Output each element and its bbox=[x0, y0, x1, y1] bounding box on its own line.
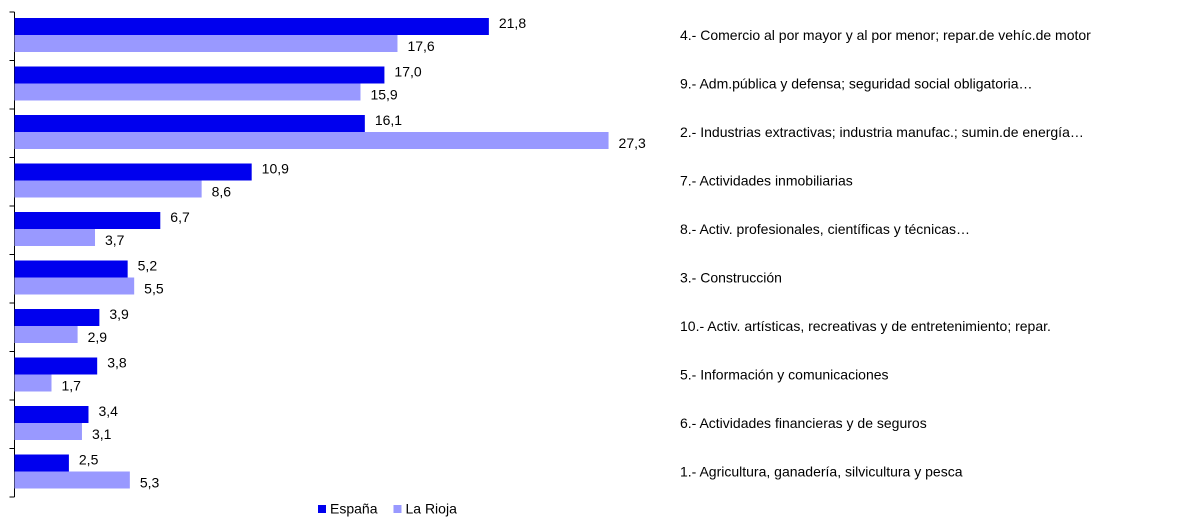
bar bbox=[14, 471, 130, 489]
category-label: 8.- Activ. profesionales, científicas y … bbox=[680, 221, 970, 237]
data-label: 3,7 bbox=[105, 232, 125, 248]
data-label: 15,9 bbox=[370, 87, 397, 103]
data-label: 6,7 bbox=[170, 209, 190, 225]
bar bbox=[14, 309, 100, 326]
data-label: 2,5 bbox=[79, 452, 99, 468]
legend-label: La Rioja bbox=[405, 501, 457, 517]
bar bbox=[14, 260, 128, 278]
bar bbox=[14, 115, 365, 132]
category-label: 2.- Industrias extractivas; industria ma… bbox=[680, 124, 1084, 140]
data-label: 5,3 bbox=[140, 475, 160, 491]
bar bbox=[14, 18, 489, 35]
data-label: 3,8 bbox=[107, 355, 127, 371]
bar bbox=[14, 277, 135, 295]
data-label: 10,9 bbox=[262, 161, 289, 177]
bar bbox=[14, 132, 609, 149]
data-label: 5,5 bbox=[144, 281, 164, 297]
data-label: 27,3 bbox=[619, 135, 646, 151]
bar bbox=[14, 180, 202, 198]
data-label: 16,1 bbox=[375, 112, 402, 128]
data-label: 3,4 bbox=[98, 403, 118, 419]
legend-label: España bbox=[330, 501, 378, 517]
data-label: 3,1 bbox=[92, 426, 112, 442]
bar bbox=[14, 374, 52, 392]
bar bbox=[14, 212, 161, 229]
bar bbox=[14, 35, 398, 52]
bar bbox=[14, 326, 78, 343]
data-label: 8,6 bbox=[212, 184, 232, 200]
legend-swatch bbox=[393, 505, 402, 513]
data-label: 5,2 bbox=[138, 258, 158, 274]
category-label: 7.- Actividades inmobiliarias bbox=[680, 172, 853, 188]
category-label: 3.- Construcción bbox=[680, 269, 782, 285]
category-label: 9.- Adm.pública y defensa; seguridad soc… bbox=[680, 75, 1033, 91]
legend-swatch bbox=[318, 505, 326, 513]
bar bbox=[14, 66, 385, 84]
bar bbox=[14, 83, 361, 101]
bar bbox=[14, 229, 96, 246]
bar bbox=[14, 406, 89, 423]
bar bbox=[14, 423, 82, 440]
data-label: 17,0 bbox=[394, 64, 421, 80]
bar bbox=[14, 454, 69, 472]
bar bbox=[14, 357, 98, 375]
category-label: 5.- Información y comunicaciones bbox=[680, 366, 889, 382]
data-label: 21,8 bbox=[499, 15, 526, 31]
category-label: 10.- Activ. artísticas, recreativas y de… bbox=[680, 318, 1051, 334]
data-label: 17,6 bbox=[407, 38, 434, 54]
category-label: 6.- Actividades financieras y de seguros bbox=[680, 415, 927, 431]
bar bbox=[14, 163, 252, 181]
category-label: 1.- Agricultura, ganadería, silvicultura… bbox=[680, 463, 963, 479]
category-label: 4.- Comercio al por mayor y al por menor… bbox=[680, 27, 1091, 43]
data-label: 1,7 bbox=[61, 378, 81, 394]
data-label: 2,9 bbox=[88, 329, 108, 345]
data-label: 3,9 bbox=[109, 306, 129, 322]
